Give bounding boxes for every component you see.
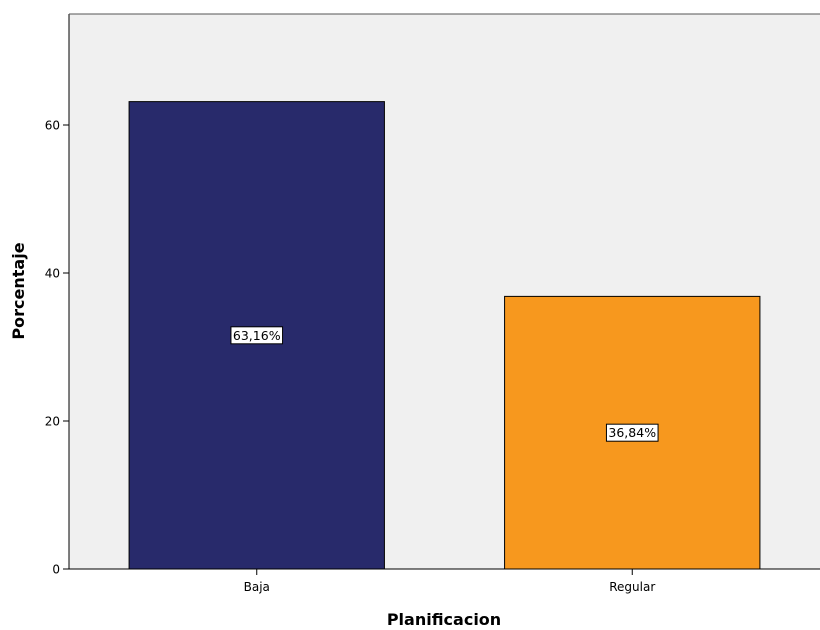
data-label-box-regular (605, 423, 659, 442)
y-tick-label: 20 (45, 415, 60, 429)
data-label-box-baja (230, 326, 284, 345)
data-label-baja: 63,16% (233, 328, 281, 343)
y-axis-title: Porcentaje (9, 242, 28, 339)
data-label-regular: 36,84% (608, 425, 656, 440)
x-tick-label-baja: Baja (244, 580, 270, 594)
y-tick-label: 60 (45, 119, 60, 133)
x-tick-label-regular: Regular (609, 580, 655, 594)
y-tick-label: 0 (52, 563, 60, 577)
x-axis-title: Planificacion (387, 610, 501, 629)
y-tick-label: 40 (45, 267, 60, 281)
